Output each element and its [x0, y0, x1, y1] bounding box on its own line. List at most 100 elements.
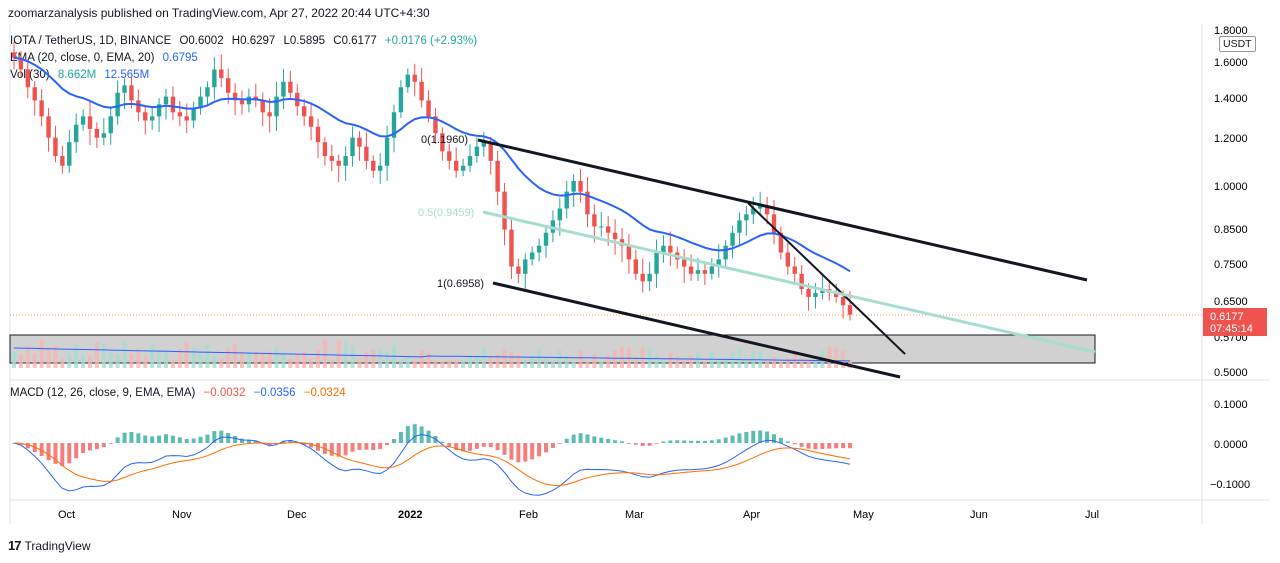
countdown-label: 07:45:14 [1210, 323, 1253, 335]
channel-lower-line[interactable] [492, 281, 901, 379]
candle-body [288, 81, 293, 93]
candle-body [350, 137, 355, 157]
vol-legend[interactable]: Vol (30) 8.662M 12.565M [10, 69, 154, 81]
candle-body [543, 232, 549, 246]
candle-body [806, 289, 811, 298]
volume-bar [751, 350, 756, 368]
candle-body [377, 165, 383, 171]
volume-bar [778, 361, 783, 368]
macd-hist-bar [557, 443, 562, 444]
volume-bar [253, 351, 258, 368]
time-axis[interactable]: Oct Nov Dec 2022 Feb Mar Apr May Jun Jul [58, 509, 1099, 521]
macd-hist-bar [108, 443, 113, 444]
candle-body [122, 85, 127, 93]
candle-body [778, 232, 784, 253]
macd-hist-bar [709, 440, 714, 443]
macd-hist-bar [599, 437, 604, 443]
candle-body [384, 137, 390, 166]
macd-hist-bar [592, 436, 597, 443]
macd-hist-bar [392, 439, 396, 443]
candle-body [585, 191, 590, 215]
candle-body [80, 116, 86, 125]
macd-legend[interactable]: MACD (12, 26, close, 9, EMA, EMA) −0.003… [10, 387, 351, 399]
price-tick: 1.6000 [1214, 57, 1248, 69]
macd-hist-bar [170, 435, 175, 443]
volume-bar [25, 346, 30, 368]
candle-body [467, 156, 473, 166]
macd-hist-bar [468, 443, 472, 451]
currency-unit-badge[interactable]: USDT [1219, 36, 1256, 52]
macd-hist-bar [253, 440, 258, 443]
volume-bar [53, 345, 58, 368]
candle-body [502, 191, 507, 230]
volume-bar [813, 361, 818, 368]
macd-hist-bar [329, 443, 334, 456]
macd-hist-bar [640, 443, 645, 446]
time-label: Jul [1085, 509, 1099, 521]
volume-bar [426, 353, 431, 368]
macd-hist-bar [191, 438, 196, 443]
candle-body [702, 270, 708, 274]
candle-body [764, 205, 770, 215]
volume-bar [675, 356, 680, 368]
macd-hist-bar [778, 437, 783, 443]
price-tick: 1.4000 [1214, 93, 1248, 105]
volume-bar [723, 358, 728, 368]
volume-bar [246, 353, 251, 368]
volume-bar [371, 348, 376, 368]
volume-bar [336, 340, 341, 368]
candle-body [730, 232, 735, 246]
macd-hist-bar [723, 437, 728, 443]
fib-mid-line[interactable] [482, 210, 1096, 354]
volume-bar [509, 352, 514, 368]
ema-legend[interactable]: EMA (20, close, 0, EMA, 20) 0.6795 [10, 52, 203, 64]
volume-bar [316, 349, 320, 368]
channel-upper-line[interactable] [477, 138, 1088, 282]
candle-body [46, 116, 51, 138]
candle-body [460, 165, 466, 171]
candle-body [219, 69, 224, 79]
candle-body [813, 292, 818, 298]
highlight-rectangle[interactable] [9, 334, 1096, 364]
candle-body [523, 259, 528, 274]
ema-label: EMA (20, close, 0, EMA, 20) [10, 52, 155, 64]
candle-body [364, 146, 369, 161]
macd-hist-bar [751, 430, 756, 443]
fib-bottom-label: 1(0.6958) [437, 278, 484, 290]
volume-bar [405, 357, 410, 368]
tradingview-watermark[interactable]: 17 TradingView [8, 538, 91, 553]
volume-bar [12, 351, 16, 368]
price-axis[interactable]: 1.8000 1.6000 1.4000 1.2000 1.0000 0.850… [1203, 25, 1267, 379]
macd-hist-bar [302, 443, 307, 445]
macd-axis[interactable]: 0.1000 0.0000 −0.1000 [1210, 399, 1250, 491]
macd-hist-bar [184, 438, 189, 443]
macd-tick: −0.1000 [1210, 479, 1250, 491]
volume-bar [481, 347, 486, 368]
volume-bar [599, 361, 604, 368]
macd-line [13, 433, 851, 496]
candle-body [343, 156, 348, 166]
macd-hist-bar [385, 443, 390, 446]
volume-bar [765, 361, 770, 368]
time-label: Jun [970, 509, 988, 521]
down-trendline[interactable] [747, 202, 906, 355]
candle-body [557, 208, 563, 221]
candle-body [612, 232, 618, 240]
main-legend: IOTA / TetherUS, 1D, BINANCE O0.6002 H0.… [10, 35, 482, 47]
volume-bar [613, 349, 618, 368]
macd-hist-bar [316, 443, 320, 451]
macd-hist-bar [398, 431, 403, 443]
symbol-label[interactable]: IOTA / TetherUS, 1D, BINANCE [10, 35, 172, 47]
macd-label: MACD (12, 26, close, 9, EMA, EMA) [10, 387, 196, 399]
signal-line [13, 441, 851, 487]
macd-hist-bar [523, 443, 528, 462]
candle-body [87, 116, 93, 129]
macd-hist-bar [716, 439, 721, 443]
high-value: H0.6297 [231, 35, 276, 47]
macd-hist-bar [336, 443, 341, 457]
macd-hist-bar [67, 443, 72, 464]
volume-bar [502, 349, 507, 368]
candle-body [267, 112, 272, 117]
macd-hist-bar [371, 443, 376, 451]
